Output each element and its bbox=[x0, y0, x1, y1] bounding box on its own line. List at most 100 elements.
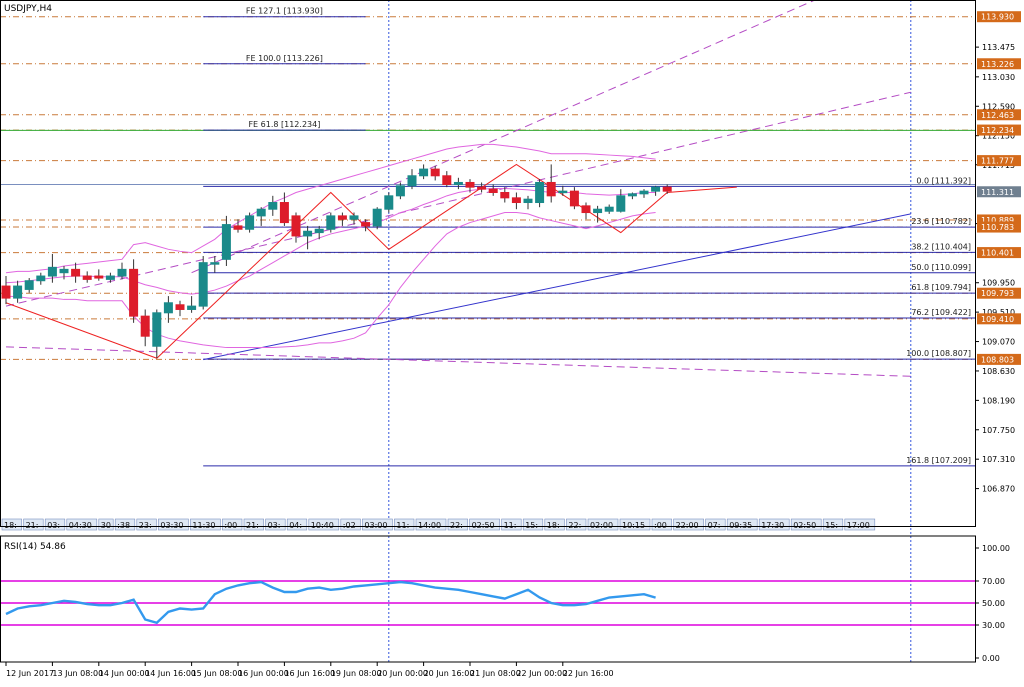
session-tag bbox=[566, 518, 587, 531]
price-label-text: 110.401 bbox=[981, 249, 1014, 258]
trendline-upper-channel-1 bbox=[191, 0, 817, 274]
fib-level-label: 161.8 [107.209] bbox=[906, 456, 971, 465]
fib-level-label: 61.8 [109.794] bbox=[911, 283, 971, 292]
candle-bear bbox=[337, 215, 347, 220]
session-tag-label: 30 bbox=[101, 521, 111, 530]
time-tick-label: 22 Jun 16:00 bbox=[563, 669, 614, 678]
fib-expansion-label: FE 100.0 [113.226] bbox=[246, 54, 323, 63]
candle-bear bbox=[71, 268, 81, 277]
candle-bull bbox=[407, 175, 417, 187]
price-label-badge bbox=[977, 221, 1021, 233]
candle-bull bbox=[303, 230, 313, 237]
price-label-text: 111.311 bbox=[981, 188, 1014, 197]
session-tag-label: 10:15 bbox=[622, 521, 645, 530]
session-tag-label: 03:00 bbox=[364, 521, 387, 530]
price-label-text: 113.930 bbox=[981, 13, 1014, 22]
session-tag-label: 03: bbox=[268, 521, 281, 530]
candle-bear bbox=[1, 285, 11, 299]
price-tick-label: 113.475 bbox=[982, 43, 1015, 52]
session-tag bbox=[522, 518, 544, 531]
session-tag-label: 03: bbox=[47, 521, 60, 530]
price-label-text: 110.783 bbox=[981, 223, 1014, 232]
session-tag bbox=[286, 518, 308, 531]
session-tag bbox=[447, 518, 468, 531]
candle-bull bbox=[372, 208, 382, 227]
session-tag-label: :00 bbox=[654, 521, 667, 530]
candle-bull bbox=[105, 275, 115, 280]
session-tag bbox=[308, 518, 340, 531]
zigzag-line bbox=[5, 163, 737, 359]
session-tag bbox=[136, 518, 157, 531]
price-label-badge bbox=[977, 353, 1021, 365]
candle-bull bbox=[221, 224, 231, 260]
candle-bear bbox=[662, 186, 672, 192]
rsi-label: RSI(14) 54.86 bbox=[4, 542, 66, 552]
session-tag bbox=[158, 518, 189, 531]
fib-expansion-label: FE 61.8 [112.234] bbox=[248, 120, 320, 129]
time-tick-label: 12 Jun 2017 bbox=[6, 669, 54, 678]
session-tag-label: 18: bbox=[547, 521, 560, 530]
session-tag bbox=[265, 518, 286, 531]
session-tag-label: 04: bbox=[289, 521, 302, 530]
candle-bull bbox=[187, 305, 197, 310]
price-label-text: 110.889 bbox=[981, 216, 1014, 225]
price-tick-label: 107.310 bbox=[982, 455, 1015, 464]
candle-bull bbox=[639, 190, 649, 195]
candle-bear bbox=[511, 197, 521, 204]
time-tick-label: 20 Jun 00:00 bbox=[377, 669, 428, 678]
time-tick-label: 14 Jun 16:00 bbox=[145, 669, 196, 678]
price-label-text: 112.234 bbox=[981, 126, 1014, 135]
price-tick-label: 112.150 bbox=[982, 132, 1015, 141]
candle-bull bbox=[59, 268, 69, 274]
session-tag bbox=[822, 518, 844, 531]
price-label-text: 113.226 bbox=[981, 60, 1014, 69]
session-tag-label: 11:30 bbox=[192, 521, 215, 530]
session-tag bbox=[23, 518, 44, 531]
time-tick-label: 14 Jun 00:00 bbox=[99, 669, 150, 678]
session-tag bbox=[222, 518, 243, 531]
candle-bull bbox=[384, 195, 394, 210]
session-tag bbox=[501, 518, 522, 531]
candle-bull bbox=[349, 215, 359, 220]
price-tick-label: 112.590 bbox=[982, 102, 1015, 111]
rsi-tick-label: 100.00 bbox=[982, 544, 1010, 553]
session-tag-label: 11: bbox=[396, 521, 409, 530]
session-tag bbox=[190, 518, 221, 531]
session-tag-label: 11: bbox=[504, 521, 517, 530]
price-tick-label: 107.750 bbox=[982, 426, 1015, 435]
session-tag-label: 15: bbox=[825, 521, 838, 530]
session-tag-label: 14:00 bbox=[418, 521, 441, 530]
rsi-tick-label: 30.00 bbox=[982, 621, 1005, 630]
candle-bull bbox=[651, 186, 661, 192]
candle-bear bbox=[291, 215, 301, 237]
candle-bear bbox=[140, 315, 150, 337]
candle-bear bbox=[279, 202, 289, 224]
price-label-text: 112.463 bbox=[981, 111, 1014, 120]
price-label-badge bbox=[977, 11, 1021, 23]
price-label-badge bbox=[977, 124, 1021, 136]
candle-bear bbox=[581, 205, 591, 214]
session-tag-label: 18: bbox=[4, 521, 17, 530]
session-tag bbox=[651, 518, 672, 531]
rsi-line bbox=[5, 580, 656, 625]
price-label-badge bbox=[977, 247, 1021, 259]
candle-bear bbox=[94, 275, 104, 279]
trendline-support bbox=[203, 213, 911, 361]
price-label-badge bbox=[977, 287, 1021, 299]
session-tag-label: :38 bbox=[117, 521, 130, 530]
session-tag bbox=[673, 518, 704, 531]
candle-bull bbox=[627, 193, 637, 197]
session-tag-label: 09:35 bbox=[729, 521, 752, 530]
candle-bull bbox=[523, 198, 533, 204]
candle-bear bbox=[361, 222, 371, 227]
session-tag-label: 21: bbox=[246, 521, 259, 530]
candle-bear bbox=[82, 275, 92, 280]
candle-bull bbox=[395, 185, 405, 197]
price-label-badge bbox=[977, 58, 1021, 70]
session-tag bbox=[726, 518, 758, 531]
price-tick-label: 109.950 bbox=[982, 279, 1015, 288]
session-tag-label: :00 bbox=[224, 521, 237, 530]
price-label-text: 108.803 bbox=[981, 355, 1014, 364]
candle-bull bbox=[152, 312, 162, 347]
